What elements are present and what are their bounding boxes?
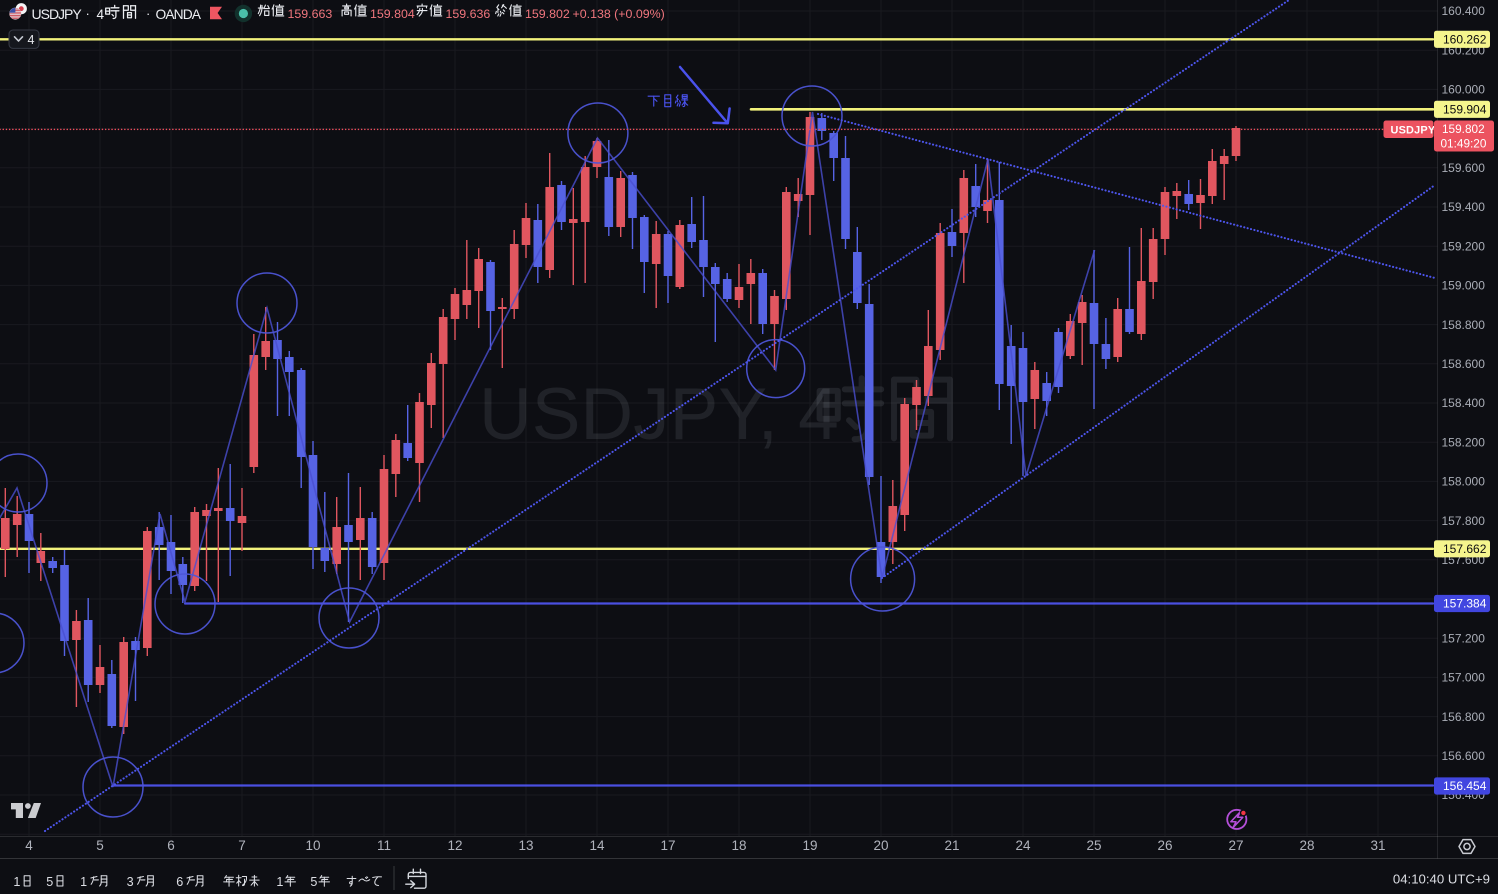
svg-text:7: 7	[238, 838, 246, 853]
svg-text:4: 4	[25, 838, 33, 853]
svg-text:159.400: 159.400	[1442, 200, 1486, 214]
svg-text:158.800: 158.800	[1442, 318, 1486, 332]
svg-text:19: 19	[802, 838, 817, 853]
svg-text:13: 13	[518, 838, 533, 853]
svg-text:158.200: 158.200	[1442, 435, 1486, 449]
svg-text:157.800: 157.800	[1442, 514, 1486, 528]
svg-text:157.200: 157.200	[1442, 631, 1486, 645]
svg-text:1: 1	[80, 875, 87, 889]
svg-text:159.600: 159.600	[1442, 161, 1486, 175]
svg-text:3: 3	[127, 875, 134, 889]
svg-text:160.000: 160.000	[1442, 83, 1486, 97]
svg-text:159.804: 159.804	[370, 7, 415, 21]
svg-text:4: 4	[97, 7, 105, 22]
svg-text:25: 25	[1086, 838, 1101, 853]
svg-text:156.600: 156.600	[1442, 749, 1486, 763]
svg-text:159.802: 159.802	[1442, 122, 1485, 136]
svg-text:24: 24	[1015, 838, 1031, 853]
svg-text:20: 20	[873, 838, 888, 853]
svg-text:26: 26	[1157, 838, 1172, 853]
svg-text:159.663: 159.663	[288, 7, 333, 21]
svg-text:USDJPY: USDJPY	[1391, 124, 1436, 136]
svg-text:159.904: 159.904	[1443, 103, 1487, 117]
svg-text:1: 1	[13, 875, 20, 889]
svg-text:160.400: 160.400	[1442, 4, 1486, 18]
svg-text:5: 5	[46, 875, 53, 889]
svg-text:10: 10	[305, 838, 320, 853]
svg-text:04:10:40 UTC+9: 04:10:40 UTC+9	[1393, 872, 1490, 887]
svg-text:157.000: 157.000	[1442, 671, 1486, 685]
svg-text:159.200: 159.200	[1442, 239, 1486, 253]
svg-text:+0.138 (+0.09%): +0.138 (+0.09%)	[573, 7, 665, 21]
svg-text:4: 4	[28, 33, 35, 47]
svg-text:159.000: 159.000	[1442, 279, 1486, 293]
svg-text:·: ·	[146, 6, 150, 21]
svg-text:158.400: 158.400	[1442, 396, 1486, 410]
svg-text:17: 17	[660, 838, 675, 853]
svg-text:OANDA: OANDA	[156, 7, 202, 22]
svg-text:01:49:20: 01:49:20	[1441, 136, 1487, 150]
svg-text:27: 27	[1228, 838, 1243, 853]
svg-text:·: ·	[86, 6, 90, 21]
svg-text:21: 21	[944, 838, 959, 853]
svg-text:157.384: 157.384	[1443, 597, 1487, 611]
svg-text:5: 5	[310, 875, 317, 889]
svg-text:6: 6	[167, 838, 175, 853]
svg-text:157.662: 157.662	[1443, 542, 1487, 556]
svg-text:1: 1	[276, 875, 283, 889]
svg-text:31: 31	[1370, 838, 1385, 853]
svg-text:11: 11	[377, 838, 391, 853]
svg-text:6: 6	[176, 875, 183, 889]
svg-text:12: 12	[447, 838, 462, 853]
svg-text:156.800: 156.800	[1442, 710, 1486, 724]
svg-text:USDJPY: USDJPY	[32, 6, 83, 22]
svg-text:159.802: 159.802	[525, 7, 570, 21]
svg-text:5: 5	[96, 838, 104, 853]
svg-text:158.600: 158.600	[1442, 357, 1486, 371]
svg-text:USDJPY, 4: USDJPY, 4	[479, 374, 839, 455]
svg-text:28: 28	[1299, 838, 1314, 853]
svg-text:159.636: 159.636	[446, 7, 491, 21]
svg-text:160.262: 160.262	[1443, 33, 1487, 47]
svg-text:158.000: 158.000	[1442, 475, 1486, 489]
svg-text:156.454: 156.454	[1443, 779, 1487, 793]
svg-text:14: 14	[589, 838, 605, 853]
svg-text:18: 18	[731, 838, 746, 853]
